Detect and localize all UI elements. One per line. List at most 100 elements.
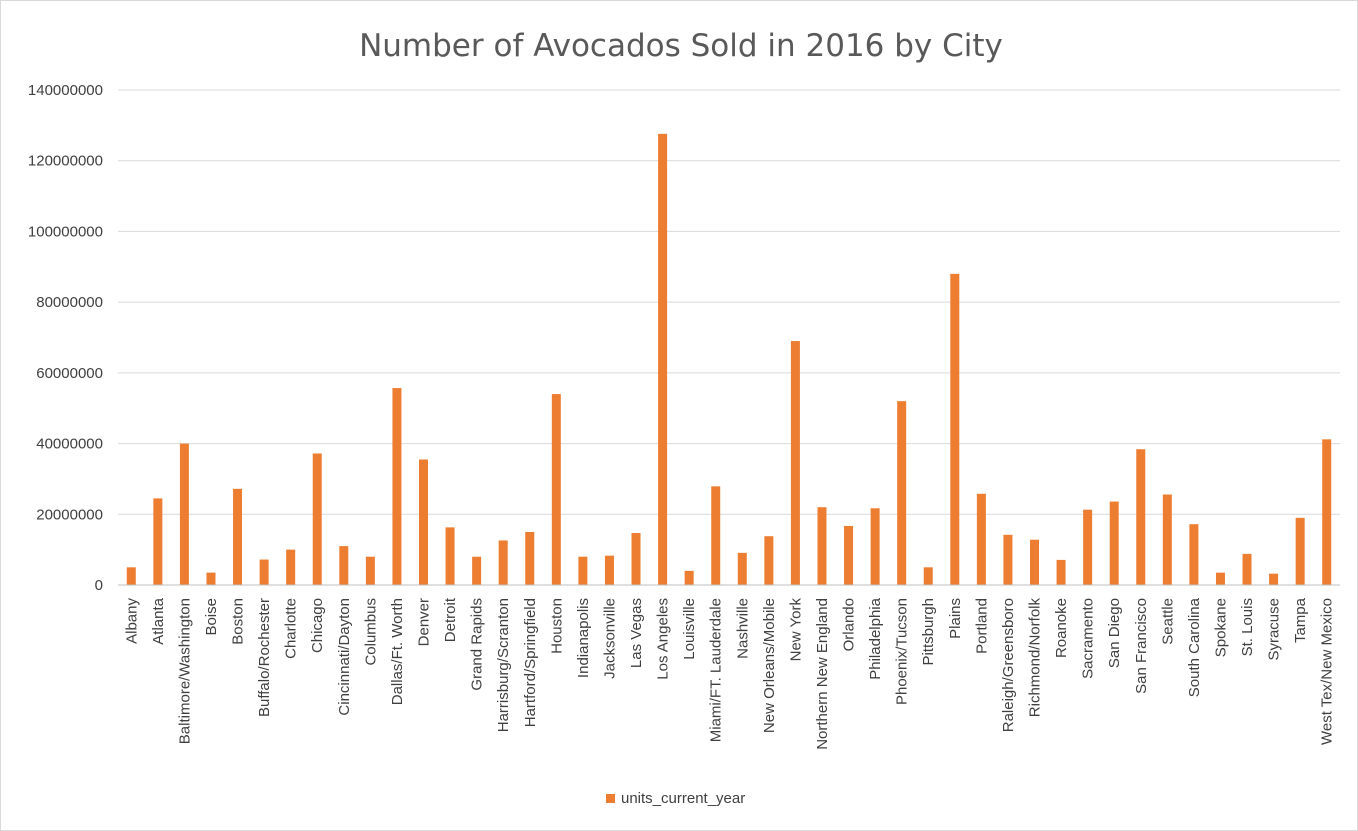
y-axis-ticks: 0 20000000 40000000 60000000 80000000 1000000…: [28, 82, 103, 594]
y-tick-label: 20000000: [36, 506, 103, 523]
bar: [472, 556, 482, 585]
bar: [764, 536, 774, 585]
bar: [551, 394, 561, 585]
x-tick-label: Philadelphia: [867, 597, 884, 679]
bar: [1083, 509, 1093, 585]
x-tick-label: Nashville: [734, 598, 751, 659]
x-tick-label: New York: [787, 598, 804, 662]
x-tick-label: Phoenix/Tucson: [894, 598, 911, 705]
x-tick-label: Indianapolis: [575, 598, 592, 678]
bar: [737, 552, 747, 585]
bar: [1030, 539, 1039, 585]
y-tick-label: 140000000: [28, 82, 103, 99]
x-tick-label: Northern New England: [814, 598, 831, 750]
x-tick-label: New Orleans/Mobile: [761, 598, 778, 733]
bar: [126, 567, 136, 585]
bar: [1136, 449, 1146, 585]
x-tick-label: Charlotte: [283, 598, 300, 659]
legend-swatch: [606, 794, 615, 803]
x-tick-label: Raleigh/Greensboro: [1000, 598, 1017, 732]
bar: [658, 133, 668, 585]
y-tick-label: 80000000: [36, 294, 103, 311]
x-tick-label: San Diego: [1106, 598, 1123, 668]
x-tick-label: Jacksonville: [601, 598, 618, 679]
x-tick-label: Houston: [548, 598, 565, 654]
chart-title: Number of Avocados Sold in 2016 by City: [359, 28, 1003, 64]
bar: [312, 453, 322, 585]
bar: [1242, 553, 1252, 585]
y-tick-label: 120000000: [28, 153, 103, 170]
x-tick-label: Las Vegas: [628, 598, 645, 668]
bar: [233, 488, 243, 585]
x-tick-label: Pittsburgh: [920, 598, 937, 666]
bar: [1189, 524, 1199, 585]
x-tick-label: Atlanta: [150, 597, 167, 644]
y-tick-label: 100000000: [28, 223, 103, 240]
x-tick-label: Columbus: [362, 598, 379, 666]
x-tick-label: Tampa: [1292, 597, 1309, 643]
bar: [578, 556, 588, 585]
bar: [1295, 517, 1305, 585]
x-tick-label: Sacramento: [1080, 598, 1097, 679]
bar: [392, 388, 402, 585]
bar: [1162, 494, 1172, 585]
bar: [897, 401, 907, 585]
x-tick-label: Boise: [203, 598, 220, 636]
x-tick-label: Los Angeles: [655, 598, 672, 680]
bar: [419, 459, 428, 585]
bar: [1215, 572, 1225, 586]
bars: [126, 133, 1332, 586]
y-tick-label: 0: [95, 577, 103, 594]
bar: [976, 493, 986, 585]
bar: [817, 507, 827, 585]
x-tick-label: Detroit: [442, 597, 459, 642]
bar: [339, 546, 349, 585]
bar: [631, 533, 641, 585]
bar: [711, 486, 721, 585]
bar: [1322, 439, 1332, 585]
x-tick-label: Portland: [973, 598, 990, 654]
x-tick-label: Harrisburg/Scranton: [495, 598, 512, 732]
y-tick-label: 40000000: [36, 436, 103, 453]
gridlines: [118, 89, 1340, 515]
x-tick-label: Grand Rapids: [469, 598, 486, 691]
x-tick-label: West Tex/New Mexico: [1319, 598, 1336, 745]
x-tick-label: Richmond/Norfolk: [1027, 598, 1044, 718]
bar: [923, 567, 933, 585]
x-tick-label: Cincinnati/Dayton: [336, 598, 353, 716]
x-tick-label: San Francisco: [1133, 598, 1150, 694]
bar: [525, 531, 535, 585]
x-tick-label: Miami/FT. Lauderdale: [708, 598, 725, 742]
legend-label: units_current_year: [621, 790, 745, 807]
bar: [179, 443, 189, 585]
legend: units_current_year: [606, 790, 745, 807]
x-tick-label: Albany: [123, 598, 140, 644]
y-tick-label: 60000000: [36, 365, 103, 382]
x-tick-label: Buffalo/Rochester: [256, 598, 273, 717]
x-tick-label: Chicago: [309, 598, 326, 653]
bar: [259, 559, 269, 585]
bar: [445, 527, 455, 585]
x-tick-label: Louisville: [681, 598, 698, 660]
bar: [1056, 559, 1066, 585]
bar: [1269, 573, 1279, 585]
x-tick-label: South Carolina: [1186, 597, 1203, 697]
x-tick-label: Hartford/Springfield: [522, 598, 539, 727]
bar: [950, 273, 960, 585]
bar: [1109, 501, 1119, 585]
x-tick-label: Plains: [947, 598, 964, 639]
bar: [365, 556, 375, 585]
x-tick-label: Baltimore/Washington: [176, 598, 193, 744]
bar: [498, 540, 508, 585]
x-axis-labels: Albany Atlanta Baltimore/Washington Boise Bo…: [123, 597, 1335, 750]
bar: [286, 549, 296, 585]
x-tick-label: Orlando: [841, 598, 858, 651]
x-tick-label: Seattle: [1159, 598, 1176, 645]
bar: [153, 498, 163, 586]
x-tick-label: Denver: [416, 598, 433, 646]
bar: [870, 508, 880, 585]
x-tick-label: Spokane: [1212, 598, 1229, 657]
bar: [790, 341, 800, 585]
x-tick-label: Syracuse: [1266, 598, 1283, 661]
x-tick-label: Roanoke: [1053, 598, 1070, 658]
